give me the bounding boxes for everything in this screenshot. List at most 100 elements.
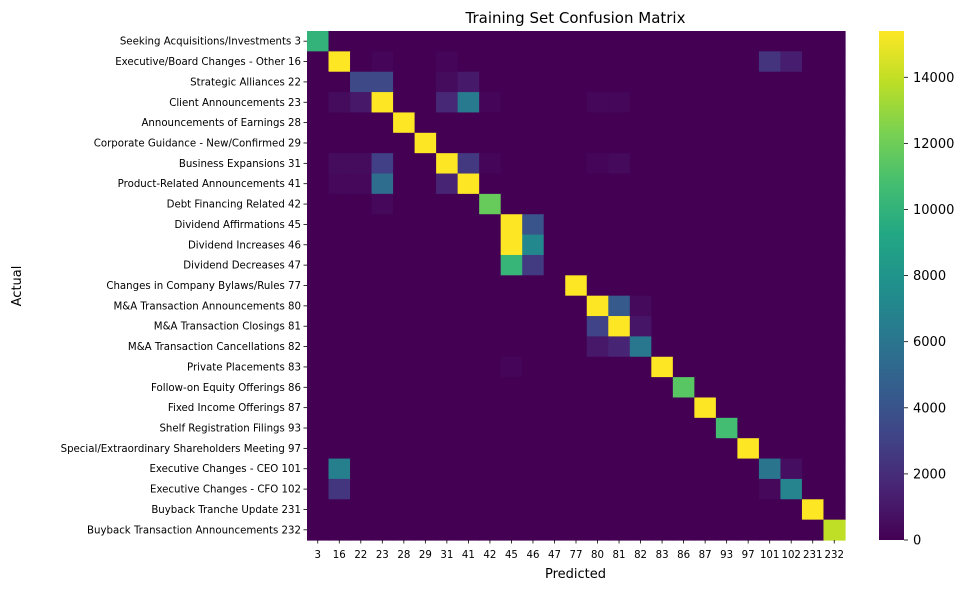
heatmap-cell	[328, 112, 351, 134]
heatmap-cell	[350, 377, 373, 399]
column-label: 80	[591, 550, 604, 561]
heatmap-cell	[371, 51, 394, 73]
heatmap-cell	[608, 92, 631, 114]
heatmap-cell	[651, 234, 674, 256]
heatmap-cell	[737, 295, 760, 317]
heatmap-cell	[479, 499, 502, 521]
column-label: 97	[742, 550, 755, 561]
heatmap-cell	[801, 295, 825, 317]
column-label: 29	[419, 550, 432, 561]
heatmap-cell	[758, 92, 782, 114]
heatmap-cell	[543, 519, 566, 541]
heatmap-cell	[694, 438, 717, 460]
heatmap-cell	[565, 438, 588, 460]
heatmap-cell	[651, 275, 674, 297]
heatmap-cell	[629, 234, 652, 256]
heatmap-cell	[371, 193, 394, 215]
heatmap-cell	[414, 336, 437, 358]
heatmap-cell	[672, 478, 695, 500]
row-label: Client Announcements 23	[169, 98, 301, 109]
heatmap-cell	[307, 193, 330, 215]
heatmap-cell	[500, 31, 523, 52]
heatmap-cell	[565, 519, 588, 541]
heatmap-cell	[801, 356, 825, 378]
heatmap-cell	[328, 478, 351, 500]
heatmap-cell	[758, 478, 782, 500]
heatmap-cell	[780, 275, 803, 297]
heatmap-cell	[543, 173, 566, 195]
heatmap-cell	[780, 234, 803, 256]
column-label: 86	[677, 550, 690, 561]
heatmap-cell	[479, 397, 502, 419]
heatmap-cell	[328, 275, 351, 297]
column-label: 42	[483, 550, 496, 561]
heatmap-cell	[350, 275, 373, 297]
heatmap-cell	[629, 458, 652, 480]
heatmap-cell	[479, 458, 502, 480]
heatmap-cell	[565, 336, 588, 358]
row-label: Debt Financing Related 42	[167, 200, 301, 211]
heatmap-cell	[737, 499, 760, 521]
heatmap-cell	[586, 438, 609, 460]
heatmap-cell	[371, 173, 394, 195]
heatmap-cell	[651, 316, 674, 337]
heatmap-cell	[543, 193, 566, 215]
heatmap-cell	[651, 173, 674, 195]
heatmap-cell	[565, 295, 588, 317]
heatmap-cell	[522, 316, 545, 337]
heatmap-cell	[307, 173, 330, 195]
column-label: 231	[803, 550, 822, 561]
colorbar-tick-label: 8000	[913, 269, 946, 284]
heatmap-cell	[672, 31, 695, 52]
heatmap-cell	[608, 377, 631, 399]
heatmap-cell	[371, 153, 394, 175]
heatmap-cell	[586, 397, 609, 419]
heatmap-cell	[780, 417, 803, 439]
row-label: Special/Extraordinary Shareholders Meeti…	[61, 444, 301, 455]
heatmap-cell	[436, 31, 459, 52]
heatmap-cell	[694, 71, 717, 93]
heatmap-cell	[715, 132, 738, 154]
heatmap-cell	[758, 397, 782, 419]
heatmap-cell	[629, 519, 652, 541]
heatmap-cell	[565, 478, 588, 500]
heatmap-cell	[565, 153, 588, 175]
heatmap-cell	[801, 254, 825, 276]
heatmap-cell	[328, 417, 351, 439]
heatmap-cells	[307, 31, 846, 541]
heatmap-cell	[350, 92, 373, 114]
heatmap-cell	[307, 214, 330, 236]
heatmap-cell	[479, 438, 502, 460]
heatmap-cell	[758, 295, 782, 317]
heatmap-cell	[479, 275, 502, 297]
heatmap-cell	[651, 377, 674, 399]
heatmap-cell	[414, 112, 437, 134]
heatmap-cell	[608, 51, 631, 73]
heatmap-cell	[414, 92, 437, 114]
heatmap-cell	[457, 193, 480, 215]
heatmap-cell	[436, 214, 459, 236]
heatmap-cell	[629, 132, 652, 154]
heatmap-cell	[500, 173, 523, 195]
heatmap-cell	[758, 132, 782, 154]
heatmap-cell	[651, 336, 674, 358]
heatmap-cell	[457, 71, 480, 93]
heatmap-cell	[737, 153, 760, 175]
heatmap-cell	[672, 153, 695, 175]
heatmap-cell	[694, 234, 717, 256]
heatmap-cell	[608, 71, 631, 93]
heatmap-cell	[393, 417, 416, 439]
heatmap-cell	[328, 234, 351, 256]
heatmap-cell	[522, 356, 545, 378]
heatmap-cell	[758, 519, 782, 541]
heatmap-cell	[565, 31, 588, 52]
heatmap-cell	[328, 458, 351, 480]
heatmap-cell	[307, 478, 330, 500]
heatmap-cell	[737, 397, 760, 419]
column-label: 232	[825, 550, 844, 561]
heatmap-cell	[737, 377, 760, 399]
heatmap-cell	[393, 254, 416, 276]
heatmap-cell	[672, 458, 695, 480]
heatmap-cell	[479, 214, 502, 236]
